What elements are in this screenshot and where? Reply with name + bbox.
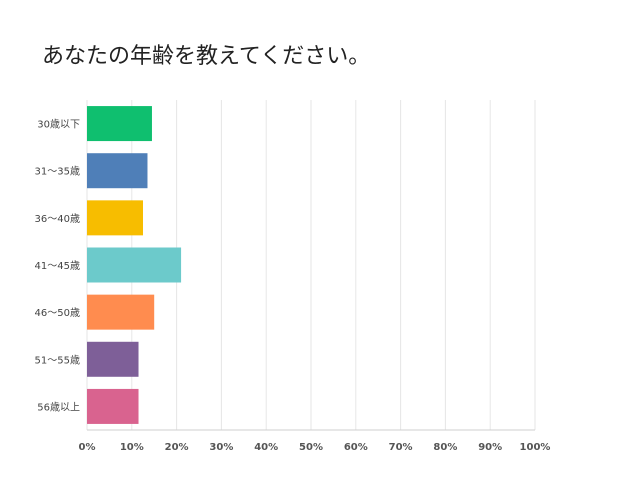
x-tick-label: 90% xyxy=(478,442,502,453)
bar-1 xyxy=(87,106,152,142)
category-label: 30歳以下 xyxy=(37,119,80,131)
x-tick-label: 70% xyxy=(389,442,413,453)
x-tick-label: 80% xyxy=(433,442,457,453)
category-label: 46〜50歳 xyxy=(35,307,80,319)
x-tick-label: 100% xyxy=(520,442,551,453)
x-tick-labels: 0% 10% 20% 30% 40% 50% 60% 70% 80% 90% 100% xyxy=(79,442,551,453)
x-tick-label: 10% xyxy=(120,442,144,453)
x-tick-label: 30% xyxy=(209,442,233,453)
category-label: 56歳以上 xyxy=(37,401,80,413)
x-tick-label: 60% xyxy=(344,442,368,453)
bar-3 xyxy=(87,200,143,236)
category-label: 31〜35歳 xyxy=(35,166,80,178)
category-label: 36〜40歳 xyxy=(35,213,80,225)
category-labels: 30歳以下 31〜35歳 36〜40歳 41〜45歳 46〜50歳 51〜55歳 56歳以上 xyxy=(35,119,80,414)
category-label: 51〜55歳 xyxy=(35,354,80,366)
bar-7 xyxy=(87,388,139,424)
x-tick-label: 40% xyxy=(254,442,278,453)
chart-title: あなたの年齢を教えてください。 xyxy=(42,44,371,69)
bar-5 xyxy=(87,294,155,330)
bar-6 xyxy=(87,341,139,377)
x-tick-label: 0% xyxy=(79,442,96,453)
bar-4 xyxy=(87,247,182,283)
category-label: 41〜45歳 xyxy=(35,260,80,272)
x-tick-label: 20% xyxy=(165,442,189,453)
x-tick-label: 50% xyxy=(299,442,323,453)
bar-2 xyxy=(87,153,148,189)
bars xyxy=(87,106,182,424)
